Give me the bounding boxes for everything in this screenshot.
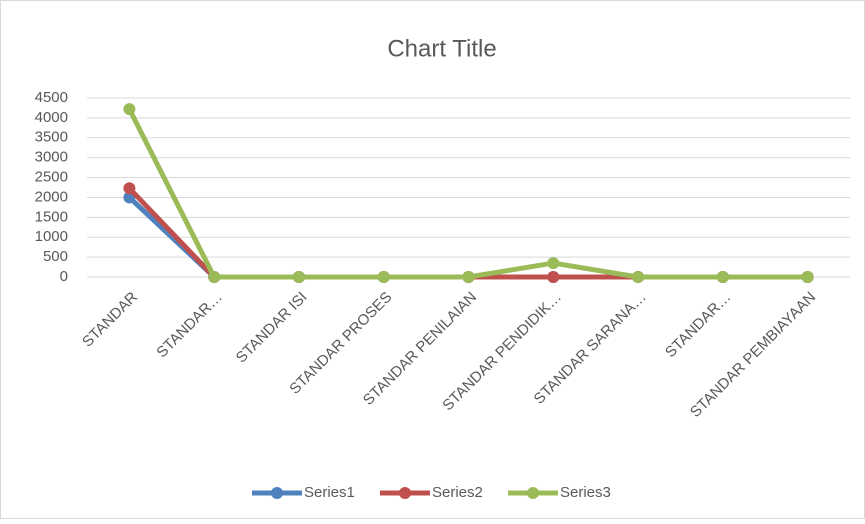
data-point [462, 271, 475, 283]
legend-label: Series2 [432, 484, 483, 501]
y-tick-label: 500 [43, 248, 68, 265]
legend-marker [271, 487, 283, 499]
data-point [716, 271, 729, 283]
data-point [632, 271, 645, 283]
legend-marker [527, 487, 539, 499]
data-point [123, 182, 136, 195]
y-tick-label: 4500 [35, 89, 68, 106]
data-point [377, 271, 390, 283]
data-point [292, 271, 305, 283]
data-point [547, 271, 560, 283]
legend-label: Series3 [560, 484, 611, 501]
y-tick-label: 2000 [35, 188, 68, 205]
data-point [208, 271, 221, 283]
y-tick-label: 1500 [35, 208, 68, 225]
data-point [123, 103, 136, 116]
legend-marker [399, 487, 411, 499]
y-tick-label: 3000 [35, 149, 68, 166]
y-tick-label: 0 [60, 268, 68, 285]
y-tick-label: 3500 [35, 129, 68, 146]
y-tick-label: 2500 [35, 169, 68, 186]
y-tick-label: 1000 [35, 228, 68, 245]
chart-title: Chart Title [387, 35, 496, 62]
y-tick-label: 4000 [35, 109, 68, 126]
data-point [801, 271, 814, 283]
data-point [547, 257, 560, 270]
legend-label: Series1 [304, 484, 355, 501]
